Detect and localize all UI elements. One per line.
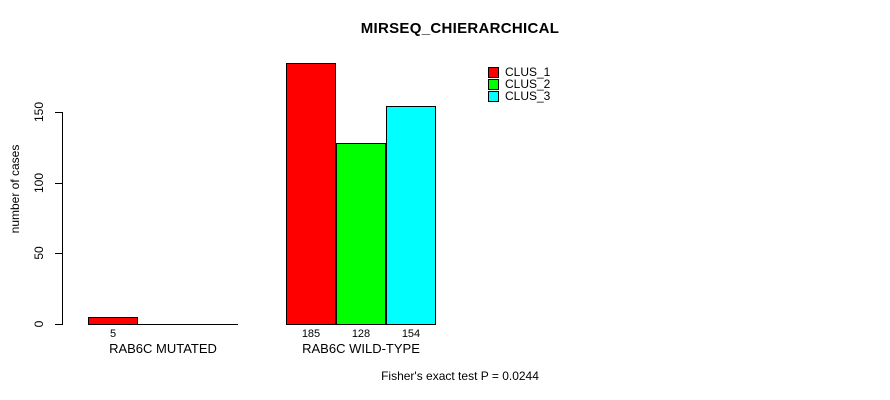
legend-swatch-clus_2 bbox=[488, 78, 499, 90]
bar-clus_2-group2 bbox=[336, 143, 386, 325]
legend-item-clus_1: CLUS_1 bbox=[488, 66, 550, 78]
y-tick-label: 150 bbox=[32, 101, 46, 123]
bar-clus_1-group1 bbox=[88, 317, 138, 325]
legend-label: CLUS_2 bbox=[505, 77, 551, 91]
bar-value-label: 128 bbox=[351, 328, 371, 340]
legend-label: CLUS_1 bbox=[505, 65, 551, 79]
bar-value-label: 185 bbox=[301, 328, 321, 340]
annotation-fishers-test: Fisher's exact test P = 0.0244 bbox=[381, 369, 539, 383]
bar-value-label: 5 bbox=[109, 328, 117, 340]
y-tick-mark bbox=[55, 324, 62, 325]
y-tick-label: 0 bbox=[32, 320, 46, 328]
y-tick-label: 50 bbox=[32, 246, 46, 260]
legend-item-clus_3: CLUS_3 bbox=[488, 90, 550, 102]
bar-clus_1-group2 bbox=[286, 63, 336, 325]
y-axis-line bbox=[62, 112, 63, 325]
chart-title: MIRSEQ_CHIERARCHICAL bbox=[360, 20, 560, 37]
x-category-label: RAB6C MUTATED bbox=[109, 341, 217, 356]
x-category-label: RAB6C WILD-TYPE bbox=[302, 341, 420, 356]
y-tick-mark bbox=[55, 183, 62, 184]
y-axis-label: number of cases bbox=[8, 144, 22, 234]
legend-label: CLUS_3 bbox=[505, 89, 551, 103]
bar-clus_3-group2 bbox=[386, 106, 436, 325]
legend-swatch-clus_3 bbox=[488, 90, 499, 102]
legend-item-clus_2: CLUS_2 bbox=[488, 78, 550, 90]
y-tick-label: 100 bbox=[32, 172, 46, 194]
y-tick-mark bbox=[55, 253, 62, 254]
bar-value-label: 154 bbox=[401, 328, 421, 340]
bar-clus_3-group1 bbox=[188, 324, 238, 325]
bar-clus_2-group1 bbox=[138, 324, 188, 325]
y-tick-mark bbox=[55, 112, 62, 113]
legend-swatch-clus_1 bbox=[488, 66, 499, 78]
legend: CLUS_1 CLUS_2 CLUS_3 bbox=[488, 66, 550, 102]
